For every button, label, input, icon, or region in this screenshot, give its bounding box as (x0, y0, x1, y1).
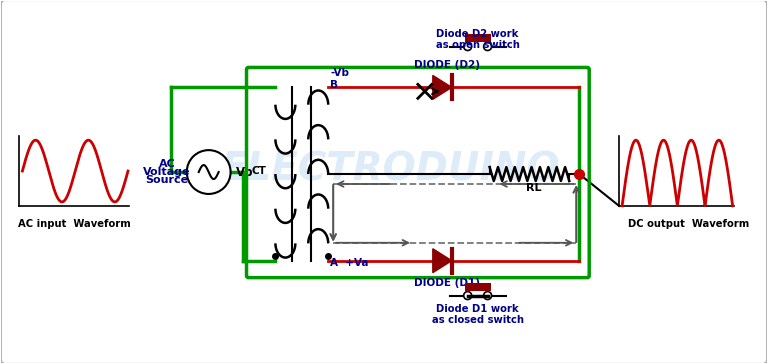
FancyBboxPatch shape (465, 282, 491, 290)
Text: AC input  Waveform: AC input Waveform (18, 219, 131, 229)
Text: A  +Va: A +Va (330, 258, 369, 268)
Circle shape (187, 150, 230, 194)
Text: Vp: Vp (236, 166, 253, 178)
Text: Diode D1 work
as closed switch: Diode D1 work as closed switch (432, 304, 524, 325)
Circle shape (484, 43, 492, 51)
Text: ELECTRODUINO: ELECTRODUINO (220, 150, 560, 188)
Polygon shape (433, 75, 452, 99)
Text: DIODE (D2): DIODE (D2) (414, 60, 480, 71)
Text: DIODE (D1): DIODE (D1) (414, 278, 480, 288)
Circle shape (464, 43, 472, 51)
Text: CT: CT (251, 166, 266, 176)
Text: DC output  Waveform: DC output Waveform (627, 219, 749, 229)
Circle shape (484, 292, 492, 300)
Text: AC: AC (158, 159, 175, 169)
Text: RL: RL (525, 183, 541, 193)
Polygon shape (433, 249, 452, 273)
Text: Diode D2 work
as open switch: Diode D2 work as open switch (435, 29, 520, 50)
Text: B: B (330, 80, 338, 90)
Text: -Vb: -Vb (330, 68, 349, 78)
FancyBboxPatch shape (465, 33, 491, 41)
Circle shape (464, 292, 472, 300)
Text: Source: Source (145, 175, 188, 185)
Text: Voltage: Voltage (143, 167, 190, 177)
